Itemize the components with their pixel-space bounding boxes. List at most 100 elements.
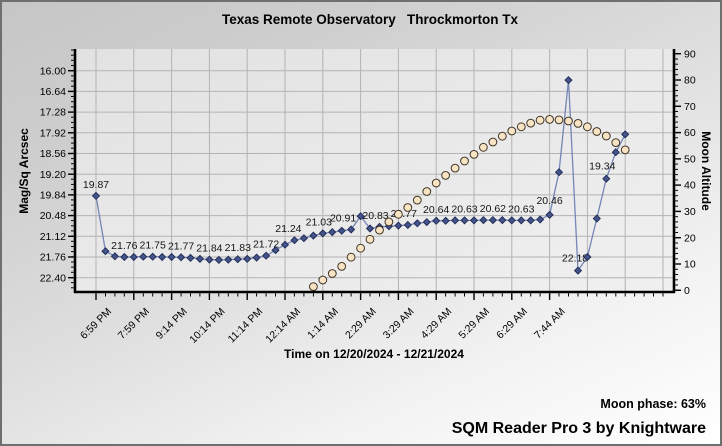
sqm-marker	[233, 255, 242, 264]
sqm-marker	[299, 234, 309, 243]
moon-marker	[318, 275, 328, 285]
sqm-marker	[110, 252, 120, 261]
y-axis-title-right: Moon Altitude	[699, 131, 713, 211]
moon-marker	[564, 116, 573, 126]
y-axis-title-left: Mag/Sq Arcsec	[17, 128, 31, 214]
sqm-point-label: 21.03	[306, 216, 332, 228]
y-right-tick-label: 10	[684, 259, 696, 271]
sqm-marker	[545, 210, 554, 220]
moon-marker	[356, 243, 366, 253]
sqm-marker	[290, 236, 299, 245]
x-tick-label: 7:59 PM	[116, 306, 152, 342]
y-left-tick-label: 17.28	[40, 107, 66, 119]
sqm-marker	[157, 252, 167, 262]
sqm-marker	[271, 246, 280, 255]
moon-marker	[526, 118, 536, 128]
sqm-marker	[365, 224, 375, 233]
sqm-marker	[205, 255, 214, 264]
sqm-marker	[280, 240, 290, 249]
sqm-marker	[554, 168, 564, 177]
x-tick-label: 6:29 AM	[494, 306, 530, 342]
moon-marker	[412, 195, 422, 205]
chart-title: Texas Remote Observatory Throckmorton Tx	[222, 12, 519, 27]
y-left-tick-label: 20.48	[40, 210, 66, 222]
x-tick-label: 5:29 AM	[456, 306, 492, 342]
sqm-marker	[328, 227, 337, 237]
axes	[68, 49, 681, 300]
y-left-tick-label: 22.40	[40, 272, 66, 284]
sqm-marker	[394, 221, 403, 230]
sqm-marker	[526, 216, 535, 225]
y-right-tick-label: 60	[684, 127, 696, 139]
sqm-marker	[91, 191, 101, 201]
sqm-point-label: 22.18	[562, 253, 588, 265]
sqm-marker	[120, 252, 129, 262]
x-tick-label: 6:59 PM	[78, 306, 114, 342]
x-tick-label: 9:14 PM	[154, 306, 190, 342]
y-left-tick-label: 19.84	[40, 190, 66, 202]
y-left-tick-label: 16.64	[40, 86, 66, 98]
moon-marker	[346, 252, 356, 262]
sqm-marker	[592, 214, 601, 223]
sqm-point-label: 21.75	[140, 240, 166, 252]
moon-marker	[488, 137, 498, 147]
sqm-point-label: 20.64	[423, 204, 449, 216]
sqm-marker	[621, 130, 630, 139]
y-right-tick-label: 30	[684, 206, 696, 218]
sqm-marker	[347, 225, 356, 234]
sqm-marker	[611, 148, 620, 157]
sqm-marker	[460, 216, 469, 225]
sqm-marker	[498, 215, 507, 225]
y-left-tick-label: 21.12	[40, 231, 66, 243]
moon-marker	[431, 178, 441, 188]
sqm-marker	[441, 216, 450, 225]
sqm-point-label: 20.91	[330, 213, 356, 225]
moon-marker	[601, 131, 611, 141]
sqm-point-label: 20.83	[362, 210, 388, 222]
sqm-point-label: 20.62	[480, 203, 506, 215]
y-right-tick-label: 0	[684, 285, 690, 297]
y-left-tick-label: 18.56	[40, 148, 66, 160]
y-right-tick-label: 20	[684, 232, 696, 244]
moon-marker	[620, 145, 630, 155]
y-right-tick-label: 50	[684, 154, 696, 166]
moon-marker	[422, 187, 432, 196]
sqm-point-label: 21.83	[225, 242, 251, 254]
sqm-point-label: 20.63	[451, 203, 477, 215]
sqm-marker	[573, 266, 583, 275]
plot-background	[75, 49, 674, 292]
sqm-marker	[148, 252, 157, 261]
moon-marker	[384, 217, 394, 227]
sqm-point-label: 20.63	[508, 203, 534, 215]
sqm-marker	[422, 217, 431, 227]
moon-marker	[365, 234, 375, 244]
sqm-marker	[309, 231, 318, 240]
sqm-marker	[224, 255, 233, 264]
moon-marker	[535, 115, 545, 125]
sqm-point-label: 21.76	[111, 240, 137, 252]
sqm-marker	[243, 254, 252, 264]
y-right-labels: 0 10 20 30 40 50 60 70 80 90	[684, 48, 696, 297]
sqm-marker	[564, 75, 573, 85]
sqm-marker	[167, 252, 176, 262]
moon-marker	[460, 156, 469, 166]
sqm-marker	[469, 216, 479, 225]
moon-marker	[337, 262, 347, 271]
moon-marker	[573, 119, 583, 128]
sqm-marker	[479, 215, 488, 225]
moon-marker	[507, 126, 517, 136]
y-left-tick-label: 19.20	[40, 169, 66, 181]
y-right-tick-label: 80	[684, 75, 696, 87]
sqm-marker	[337, 226, 346, 235]
sqm-marker	[214, 255, 224, 265]
moon-marker	[516, 122, 526, 132]
sqm-marker	[488, 215, 498, 225]
sqm-marker	[507, 216, 516, 225]
sqm-marker	[129, 252, 138, 262]
moon-marker	[611, 138, 621, 148]
moon-marker	[403, 203, 413, 212]
sqm-marker	[139, 252, 148, 261]
sqm-point-label: 21.72	[253, 239, 279, 251]
